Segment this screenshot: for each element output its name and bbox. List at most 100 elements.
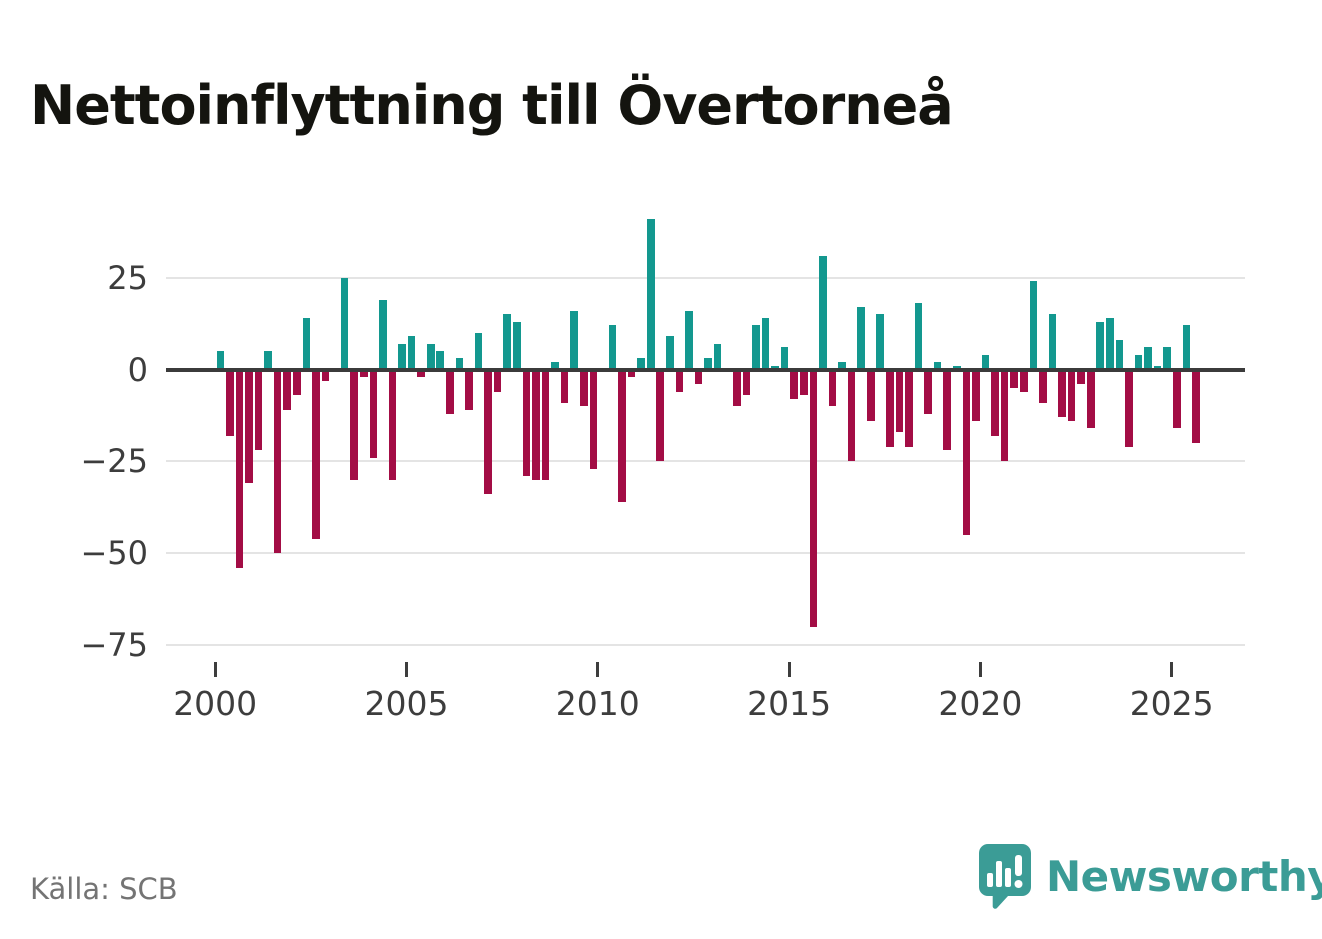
bar-2001Q3 <box>273 369 282 554</box>
bar-2020Q4 <box>1010 369 1018 388</box>
y-axis-label: 0 <box>127 350 148 389</box>
page-title: Nettoinflyttning till Övertorneå <box>30 74 954 138</box>
x-tick-2005 <box>405 662 408 677</box>
bar-2010Q3 <box>618 369 626 502</box>
source-note: Källa: SCB <box>30 872 178 906</box>
bar-2024Q1 <box>1134 354 1143 370</box>
bar-2023Q3 <box>1115 340 1124 370</box>
y-axis-label: −50 <box>80 534 148 573</box>
x-axis-label: 2015 <box>747 684 832 723</box>
bar-2008Q3 <box>541 369 550 480</box>
bar-2025Q2 <box>1182 325 1191 370</box>
bar-2021Q4 <box>1048 314 1057 370</box>
bar-2009Q2 <box>570 310 578 370</box>
bar-2018Q2 <box>914 303 923 370</box>
bar-2013Q1 <box>713 343 722 370</box>
bar-2003Q3 <box>350 369 358 480</box>
bar-2014Q2 <box>761 318 770 370</box>
bar-2002Q1 <box>293 369 301 396</box>
bar-2006Q2 <box>455 358 464 370</box>
bar-2007Q4 <box>513 321 521 370</box>
x-tick-2025 <box>1170 662 1174 677</box>
bar-2006Q4 <box>474 332 483 370</box>
bar-2018Q4 <box>933 362 942 370</box>
bar-2020Q2 <box>991 369 999 436</box>
gridline-25 <box>166 276 1245 279</box>
bar-2011Q3 <box>656 369 665 462</box>
bar-2006Q3 <box>465 369 473 410</box>
bar-2022Q2 <box>1067 369 1076 421</box>
bar-2007Q2 <box>493 369 502 392</box>
bar-2019Q1 <box>943 369 952 451</box>
bar-2005Q3 <box>426 343 435 370</box>
y-axis-label: 25 <box>107 258 148 297</box>
bar-2003Q4 <box>359 369 368 377</box>
bar-2000Q4 <box>245 369 253 484</box>
bar-2003Q2 <box>340 277 349 370</box>
bar-2021Q2 <box>1029 281 1038 370</box>
bar-2016Q3 <box>847 369 856 462</box>
bar-2012Q3 <box>694 369 703 385</box>
bar-2021Q3 <box>1039 369 1047 403</box>
gridline-−75 <box>166 644 1245 647</box>
bar-2007Q1 <box>484 369 492 495</box>
bar-2016Q2 <box>838 362 846 370</box>
bar-2017Q2 <box>876 314 885 370</box>
bar-2018Q1 <box>905 369 913 447</box>
bar-2012Q2 <box>685 310 693 370</box>
x-axis-label: 2025 <box>1129 684 1214 723</box>
bar-2006Q1 <box>446 369 454 414</box>
x-axis-label: 2005 <box>364 684 449 723</box>
x-axis-label: 2010 <box>555 684 640 723</box>
bar-2017Q4 <box>895 369 904 432</box>
bar-2022Q1 <box>1058 369 1066 418</box>
bar-2020Q3 <box>1000 369 1009 462</box>
bar-2002Q3 <box>312 369 320 539</box>
bar-2022Q4 <box>1086 369 1095 429</box>
bar-2019Q3 <box>962 369 971 535</box>
bar-2002Q2 <box>302 318 311 370</box>
y-axis-label: −25 <box>80 442 148 481</box>
bar-2008Q1 <box>522 369 531 477</box>
bar-2004Q4 <box>398 343 406 370</box>
bar-2012Q4 <box>704 358 712 370</box>
bar-2000Q2 <box>226 369 234 436</box>
bar-2015Q3 <box>809 369 818 627</box>
bar-2022Q3 <box>1077 369 1085 385</box>
bar-2013Q3 <box>733 369 741 407</box>
bar-2001Q1 <box>254 369 263 451</box>
bar-2010Q4 <box>627 369 636 377</box>
gridline-−25 <box>166 460 1245 463</box>
bar-2015Q1 <box>790 369 798 399</box>
bar-2015Q2 <box>799 369 808 396</box>
y-axis-label: −75 <box>80 626 148 665</box>
bar-2009Q3 <box>579 369 588 407</box>
bar-2015Q4 <box>819 255 827 370</box>
speech-bubble-bar-chart-icon <box>979 844 1031 909</box>
bar-2011Q2 <box>646 218 655 370</box>
bar-2017Q3 <box>886 369 894 447</box>
zero-axis-line <box>166 367 1245 372</box>
bar-2023Q2 <box>1106 318 1114 370</box>
bar-2023Q4 <box>1125 369 1133 447</box>
bar-2009Q4 <box>589 369 598 469</box>
bar-2007Q3 <box>503 314 512 370</box>
bar-2024Q4 <box>1163 347 1172 370</box>
bar-2012Q1 <box>675 369 684 392</box>
x-axis-label: 2020 <box>938 684 1023 723</box>
bar-2025Q3 <box>1192 369 1200 444</box>
bar-2020Q1 <box>981 354 990 370</box>
bar-2009Q1 <box>560 369 569 403</box>
bar-2014Q4 <box>780 347 789 370</box>
gridline-−50 <box>166 552 1245 555</box>
bar-2024Q2 <box>1144 347 1152 370</box>
bar-2025Q1 <box>1173 369 1181 429</box>
bar-2016Q1 <box>828 369 837 407</box>
bar-2017Q1 <box>866 369 875 421</box>
bar-2023Q1 <box>1096 321 1105 370</box>
bar-2011Q1 <box>637 358 645 370</box>
bar-2005Q2 <box>417 369 425 377</box>
bar-2019Q4 <box>972 369 980 421</box>
bar-2005Q4 <box>436 351 445 370</box>
x-tick-2020 <box>978 662 982 677</box>
